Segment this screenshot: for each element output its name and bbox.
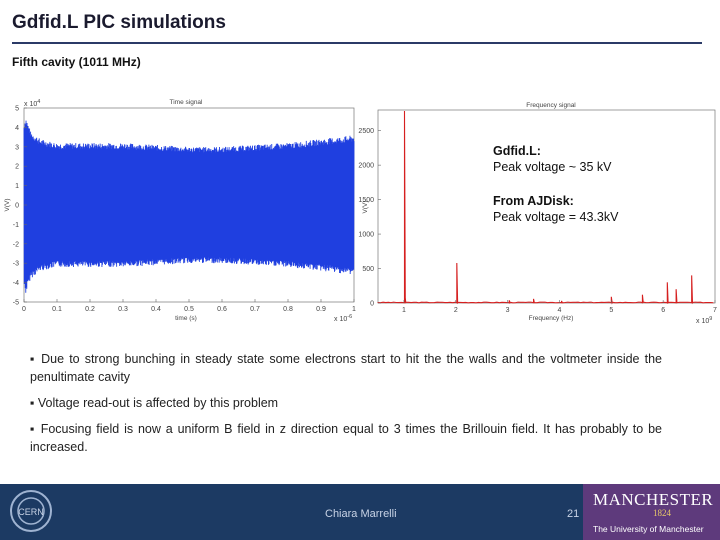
y-tick-label: 500 (362, 266, 374, 273)
plot-frame (377, 109, 716, 304)
x-multiplier: x 10-6 (334, 314, 352, 323)
y-tick-label: 2500 (358, 128, 374, 135)
x-tick-label: 0.2 (85, 306, 95, 313)
x-tick-label: 0 (22, 306, 26, 313)
y-tick-label: 0 (370, 301, 374, 308)
x-tick-label: 1 (352, 306, 356, 313)
cern-logo-text: CERN (18, 507, 44, 517)
time-signal-plot: Time signal 0 0.1 0.2 0.3 0.4 0.5 0.6 0.7 0.8 0.9 1… (0, 96, 362, 328)
x-axis-label: time (s) (175, 315, 197, 322)
gdfidl-annotation: Gdfid.L: Peak voltage ~ 35 kV (493, 143, 611, 175)
ajdisk-annotation: From AJDisk: Peak voltage = 43.3kV (493, 193, 618, 225)
uom-logo-main: MANCHESTER (593, 490, 714, 509)
presenter-name: Chiara Marrelli (325, 508, 397, 520)
x-tick-label: 7 (713, 307, 717, 314)
y-tick-label: 0 (15, 203, 19, 210)
page-number: 21 (567, 508, 580, 520)
ajdisk-heading: From AJDisk: (493, 194, 574, 208)
uom-logo-subtitle: The University of Manchester (593, 524, 704, 534)
bullet-item: ▪ Due to strong bunching in steady state… (30, 352, 662, 384)
y-tick-label: 3 (15, 144, 19, 151)
y-tick-label: 5 (15, 106, 19, 113)
uom-logo: MANCHESTER 1824 The University of Manche… (583, 484, 720, 540)
x-tick-label: 0.9 (316, 306, 326, 313)
x-tick-label: 0.6 (217, 306, 227, 313)
y-axis-label: V(V) (4, 199, 11, 212)
chart-title: Time signal (170, 99, 204, 106)
slide-subtitle: Fifth cavity (1011 MHz) (12, 55, 141, 69)
time-signal-series (23, 120, 355, 293)
y-tick-label: -4 (13, 280, 19, 287)
y-tick-label: -3 (13, 261, 19, 268)
y-axis-label: V(V) (362, 201, 369, 214)
bullet-item: ▪ Voltage read-out is affected by this p… (30, 396, 279, 410)
bullet-list: ▪ Due to strong bunching in steady state… (30, 350, 662, 464)
x-tick-label: 0.5 (184, 306, 194, 313)
frequency-signal-chart: Frequency signal 1 2 3 4 5 6 7 0 500 1000 1500 2000 2… (358, 102, 717, 325)
x-tick-label: 4 (558, 307, 562, 314)
y-multiplier: x 104 (24, 99, 40, 108)
y-tick-label: -5 (13, 300, 19, 307)
gdfidl-value: Peak voltage ~ 35 kV (493, 160, 612, 174)
y-tick-label: 1 (15, 183, 19, 190)
y-tick-label: -2 (13, 241, 19, 248)
chart-title: Frequency signal (526, 102, 576, 109)
time-signal-chart: Time signal 0 0.1 0.2 0.3 0.4 0.5 0.6 0.7 0.8 0.9 1… (4, 99, 356, 323)
slide-title: Gdfid.L PIC simulations (12, 12, 226, 33)
x-tick-label: 2 (454, 307, 458, 314)
x-tick-label: 0.1 (52, 306, 62, 313)
x-tick-label: 3 (506, 307, 510, 314)
x-tick-label: 0.7 (250, 306, 260, 313)
x-tick-label: 6 (661, 307, 665, 314)
y-tick-label: 1500 (358, 197, 374, 204)
x-tick-label: 0.4 (151, 306, 161, 313)
y-tick-label: 1000 (358, 232, 374, 239)
frequency-signal-series (377, 110, 714, 305)
y-tick-label: 2 (15, 164, 19, 171)
y-tick-label: 2000 (358, 163, 374, 170)
cern-logo-icon: CERN (10, 490, 52, 532)
frequency-signal-plot: Frequency signal 1 2 3 4 5 6 7 0 500 1000 1500 2000 2… (358, 98, 720, 330)
gdfidl-heading: Gdfid.L: (493, 144, 541, 158)
ajdisk-value: Peak voltage = 43.3kV (493, 210, 619, 224)
y-tick-label: 4 (15, 125, 19, 132)
x-tick-label: 5 (609, 307, 613, 314)
uom-logo-year: 1824 (653, 508, 671, 518)
x-tick-label: 0.8 (283, 306, 293, 313)
x-multiplier: x 109 (696, 316, 712, 325)
x-axis-label: Frequency (Hz) (529, 315, 574, 322)
x-tick-label: 0.3 (118, 306, 128, 313)
y-tick-label: -1 (13, 222, 19, 229)
title-divider (12, 42, 702, 44)
x-tick-label: 1 (402, 307, 406, 314)
bullet-item: ▪ Focusing field is now a uniform B fiel… (30, 422, 662, 454)
